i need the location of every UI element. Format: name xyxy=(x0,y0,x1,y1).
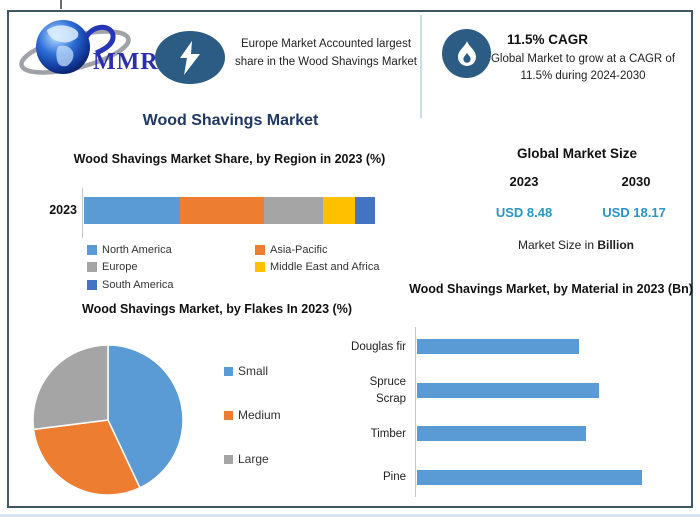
cagr-heading: 11.5% CAGR xyxy=(507,32,589,47)
legend-item-europe: Europe xyxy=(87,259,255,277)
logo-text: MMR xyxy=(93,49,159,75)
material-bar-timber xyxy=(417,426,586,441)
market-size-heading: Global Market Size xyxy=(516,146,638,161)
legend-label-small: Small xyxy=(238,364,269,378)
globe-logo-icon: MMR xyxy=(19,20,159,75)
legend-label-europe: Europe xyxy=(102,261,138,274)
legend-label-asia-pacific: Asia-Pacific xyxy=(270,243,328,256)
lightning-badge xyxy=(155,31,225,84)
legend-label-middle-east-and-africa: Middle East and Africa xyxy=(270,261,380,274)
bar-segment-south-america xyxy=(354,197,375,224)
material-label-douglas-fir: Douglas fir xyxy=(351,340,406,353)
flame-icon xyxy=(457,40,476,66)
market-size-note: Market Size in Billion xyxy=(456,238,696,252)
top-section-divider xyxy=(420,15,422,118)
material-label-spruce-scrap: Spruce Scrap xyxy=(369,376,406,405)
europe-highlight-note: Europe Market Accounted largest share in… xyxy=(235,38,417,69)
legend-swatch-asia-pacific xyxy=(255,244,265,255)
region-legend: North America Europe South America Asia-Pac… xyxy=(87,241,379,294)
cagr-note: Global Market to grow at a CAGR of 11.5%… xyxy=(490,53,676,83)
flakes-pie-chart xyxy=(32,344,184,496)
legend-item-large: Large xyxy=(224,452,281,466)
region-category-label: 2023 xyxy=(49,203,77,217)
market-size-year-2030: 2030 xyxy=(621,174,651,189)
legend-item-asia-pacific: Asia-Pacific xyxy=(255,241,379,259)
legend-swatch-north-america xyxy=(87,244,97,255)
bar-segment-europe xyxy=(264,197,323,224)
legend-swatch-large xyxy=(224,454,233,464)
legend-swatch-middle-east-and-africa xyxy=(255,262,265,273)
bar-segment-asia-pacific xyxy=(180,197,265,224)
flame-badge xyxy=(442,29,491,78)
legend-swatch-south-america xyxy=(87,279,97,290)
legend-swatch-europe xyxy=(87,262,97,273)
legend-item-middle-east-and-africa: Middle East and Africa xyxy=(255,259,379,277)
material-chart-axis xyxy=(415,327,416,497)
legend-item-north-america: North America xyxy=(87,241,255,259)
material-label-timber: Timber xyxy=(370,427,406,440)
region-stacked-bar xyxy=(84,197,375,224)
mmr-logo: MMR xyxy=(19,16,159,80)
flakes-legend: Small Medium Large xyxy=(224,364,281,466)
legend-label-south-america: South America xyxy=(102,278,174,291)
main-panel: MMR Europe Market Accounted largest shar… xyxy=(7,10,693,508)
legend-item-south-america: South America xyxy=(87,276,255,294)
legend-swatch-small xyxy=(224,366,233,376)
pie-slice-small xyxy=(107,344,184,489)
material-bar-spruce-scrap xyxy=(417,382,599,398)
legend-label-large: Large xyxy=(238,452,269,466)
page-title: Wood Shavings Market xyxy=(142,112,319,129)
flakes-chart-title: Wood Shavings Market, by Flakes In 2023 … xyxy=(82,302,352,316)
bar-segment-north-america xyxy=(84,197,181,224)
material-label-pine: Pine xyxy=(382,471,406,484)
region-chart-title: Wood Shavings Market Share, by Region in… xyxy=(73,152,386,166)
market-size-note-unit: Billion xyxy=(597,238,635,252)
market-size-value-2023: USD 8.48 xyxy=(495,205,553,220)
bar-segment-middle-east-and-africa xyxy=(322,197,355,224)
legend-swatch-medium xyxy=(224,410,233,420)
legend-item-small: Small xyxy=(224,364,281,378)
market-size-note-prefix: Market Size in xyxy=(517,238,598,252)
lightning-icon xyxy=(180,40,200,75)
material-chart-title: Wood Shavings Market, by Material in 202… xyxy=(409,282,693,296)
material-bar-pine xyxy=(417,469,642,485)
legend-label-north-america: North America xyxy=(102,243,172,256)
legend-item-medium: Medium xyxy=(224,408,281,422)
market-size-value-2030: USD 18.17 xyxy=(602,205,666,220)
pie-slice-medium xyxy=(32,419,141,496)
market-size-year-2023: 2023 xyxy=(509,174,539,189)
region-chart-axis xyxy=(82,188,83,238)
legend-label-medium: Medium xyxy=(238,408,281,422)
material-bar-douglas-fir xyxy=(417,339,579,354)
pie-slice-large xyxy=(32,344,109,431)
crop-tick-mark xyxy=(60,0,62,9)
bottom-divider-line xyxy=(0,514,700,517)
